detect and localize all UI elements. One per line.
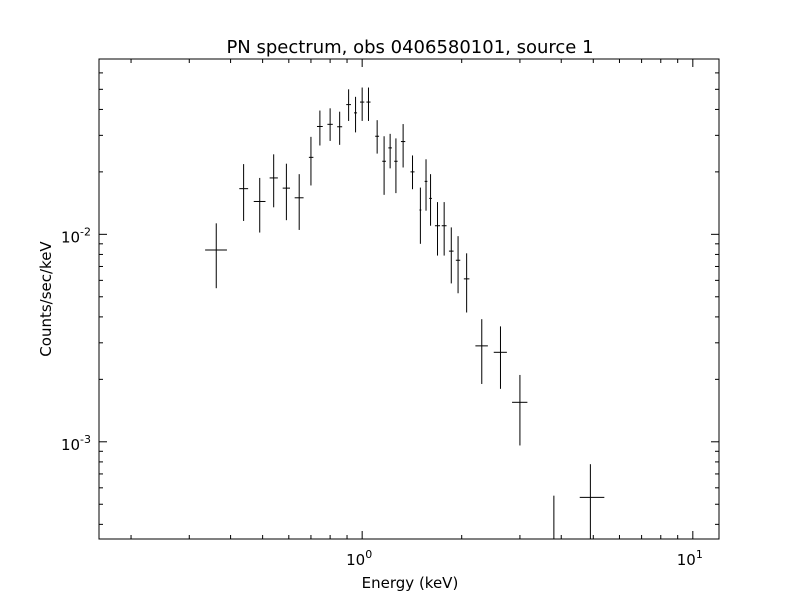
plot-frame bbox=[98, 58, 720, 540]
x-tick-label-base: 10 bbox=[346, 551, 365, 569]
data-point bbox=[239, 164, 249, 221]
data-point bbox=[359, 87, 365, 121]
data-point bbox=[205, 223, 227, 289]
chart-title: PN spectrum, obs 0406580101, source 1 bbox=[226, 37, 593, 58]
data-point bbox=[455, 236, 461, 294]
data-point bbox=[366, 87, 371, 121]
data-point bbox=[475, 319, 488, 384]
x-tick-label-exponent: 1 bbox=[696, 548, 703, 561]
data-point bbox=[493, 326, 507, 389]
data-point bbox=[327, 108, 333, 141]
x-tick-label-exponent: 0 bbox=[365, 548, 372, 561]
data-point bbox=[253, 177, 266, 233]
data-point bbox=[419, 187, 422, 244]
data-point bbox=[308, 136, 314, 186]
data-point bbox=[337, 111, 343, 145]
data-point bbox=[282, 163, 290, 221]
data-series bbox=[205, 87, 605, 539]
y-tick-label-exponent: -2 bbox=[80, 225, 91, 238]
data-point bbox=[294, 174, 304, 230]
y-tick-label: 10-2 bbox=[61, 225, 91, 246]
data-point bbox=[346, 89, 351, 121]
y-tick-label-exponent: -3 bbox=[80, 433, 91, 446]
x-tick-label: 101 bbox=[677, 548, 703, 569]
data-point bbox=[400, 124, 406, 168]
data-point bbox=[512, 374, 528, 446]
data-point bbox=[448, 227, 454, 284]
data-point bbox=[463, 253, 470, 313]
y-tick-label: 10-3 bbox=[61, 433, 91, 454]
data-point bbox=[354, 96, 358, 133]
y-axis-label: Counts/sec/keV bbox=[37, 241, 55, 357]
y-tick-label-base: 10 bbox=[61, 436, 80, 454]
data-point bbox=[441, 202, 447, 256]
data-point bbox=[579, 464, 605, 539]
data-point bbox=[424, 159, 428, 211]
data-point bbox=[410, 155, 415, 190]
data-point bbox=[388, 133, 392, 169]
data-point bbox=[429, 174, 432, 226]
data-point bbox=[375, 120, 380, 154]
axis-ticks bbox=[99, 58, 719, 539]
x-axis-label: Energy (keV) bbox=[362, 574, 459, 592]
data-point bbox=[316, 110, 323, 146]
x-tick-label-base: 10 bbox=[677, 551, 696, 569]
data-point bbox=[434, 202, 441, 256]
x-tick-label: 100 bbox=[346, 548, 372, 569]
y-tick-label-base: 10 bbox=[61, 228, 80, 246]
data-point bbox=[394, 138, 398, 194]
data-point bbox=[382, 136, 386, 195]
data-point bbox=[269, 154, 278, 208]
